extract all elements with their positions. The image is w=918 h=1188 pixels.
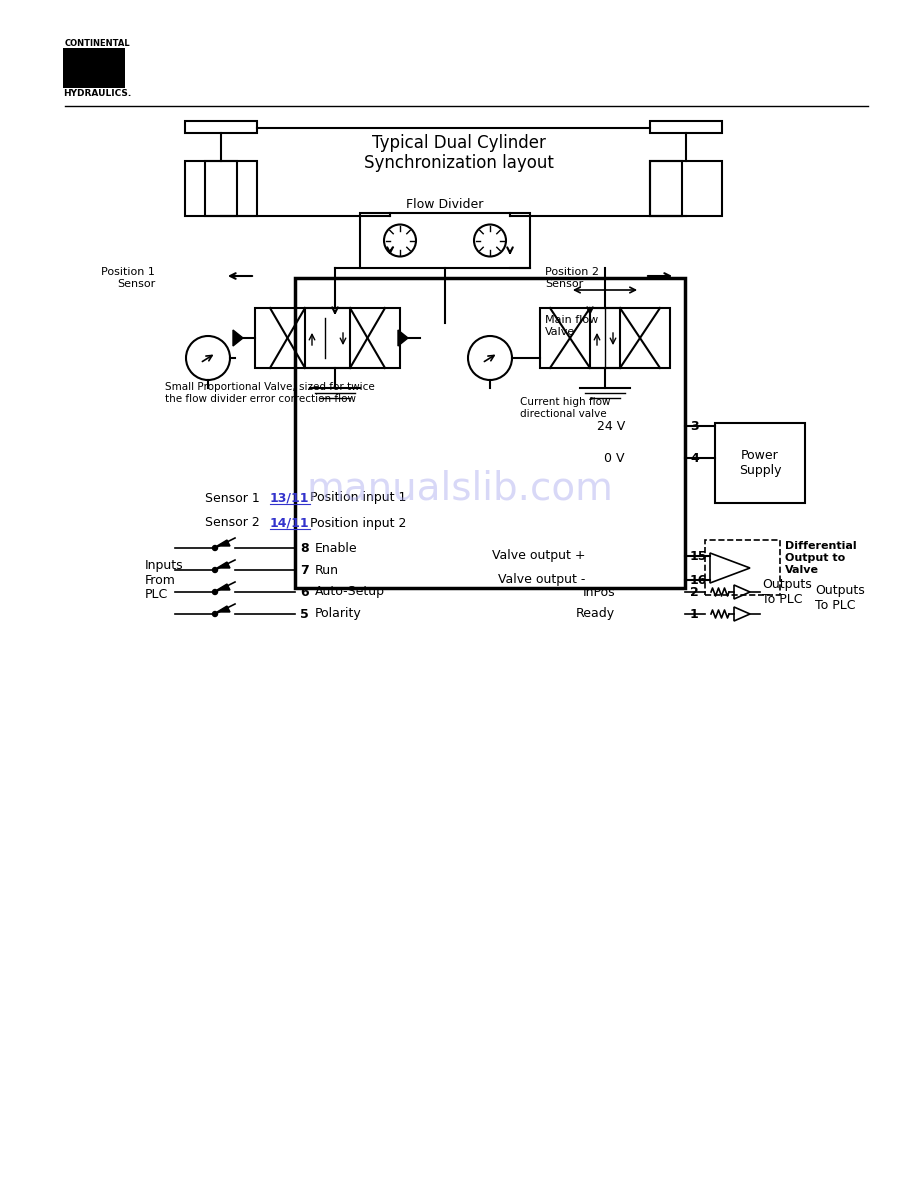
Text: CONTINENTAL: CONTINENTAL — [65, 38, 130, 48]
Polygon shape — [398, 330, 408, 346]
Polygon shape — [217, 584, 230, 590]
Text: Auto-Setup: Auto-Setup — [315, 586, 385, 599]
Bar — [650, 162, 682, 216]
Bar — [360, 213, 530, 268]
Bar — [590, 308, 620, 368]
Text: Sensor 1: Sensor 1 — [205, 492, 260, 505]
Text: 14/11: 14/11 — [270, 517, 309, 530]
Text: Valve output +: Valve output + — [491, 550, 585, 562]
Text: Outputs
To PLC: Outputs To PLC — [762, 579, 812, 606]
Text: 8: 8 — [300, 542, 308, 555]
Text: 13/11: 13/11 — [270, 492, 309, 505]
Text: Position input 2: Position input 2 — [310, 517, 407, 530]
Polygon shape — [217, 562, 230, 568]
Text: 1: 1 — [690, 607, 699, 620]
Text: 16: 16 — [690, 574, 708, 587]
Bar — [205, 162, 237, 216]
Text: 6: 6 — [300, 586, 308, 599]
Polygon shape — [217, 606, 230, 612]
Text: manualslib.com: manualslib.com — [307, 469, 613, 507]
Text: InPos: InPos — [582, 586, 615, 599]
Text: Enable: Enable — [315, 542, 358, 555]
Bar — [185, 162, 257, 216]
Text: 4: 4 — [690, 451, 699, 465]
Text: Position 2
Sensor: Position 2 Sensor — [545, 267, 599, 289]
Text: Run: Run — [315, 563, 339, 576]
Bar — [185, 121, 257, 133]
Text: HYDRAULICS.: HYDRAULICS. — [63, 88, 131, 97]
Text: Current high flow
directional valve: Current high flow directional valve — [520, 397, 610, 419]
Text: Valve output -: Valve output - — [498, 574, 585, 587]
Text: 15: 15 — [690, 550, 708, 562]
Text: 3: 3 — [690, 419, 699, 432]
Polygon shape — [233, 330, 243, 346]
Text: Typical Dual Cylinder
Synchronization layout: Typical Dual Cylinder Synchronization la… — [364, 133, 554, 172]
Circle shape — [212, 568, 218, 573]
Polygon shape — [217, 541, 230, 546]
Bar — [715, 423, 805, 503]
Circle shape — [212, 589, 218, 594]
Bar — [295, 278, 685, 588]
Bar — [63, 48, 125, 88]
Text: 2: 2 — [690, 586, 699, 599]
Text: Small Proportional Valve, sized for twice
the flow divider error correction flow: Small Proportional Valve, sized for twic… — [165, 383, 375, 404]
Text: Sensor 2: Sensor 2 — [205, 517, 260, 530]
Text: Position 1
Sensor: Position 1 Sensor — [101, 267, 155, 289]
Text: Power
Supply: Power Supply — [739, 449, 781, 478]
Circle shape — [212, 612, 218, 617]
Text: Inputs
From
PLC: Inputs From PLC — [145, 558, 184, 601]
Text: Differential
Output to
Valve: Differential Output to Valve — [785, 542, 856, 575]
Bar — [255, 308, 400, 368]
Text: 0 V: 0 V — [604, 451, 625, 465]
Text: Outputs
To PLC: Outputs To PLC — [815, 584, 865, 612]
Circle shape — [212, 545, 218, 550]
Text: 5: 5 — [300, 607, 308, 620]
Bar — [305, 308, 350, 368]
Text: Position input 1: Position input 1 — [310, 492, 407, 505]
Bar — [540, 308, 670, 368]
Bar — [650, 121, 722, 133]
Text: 24 V: 24 V — [597, 419, 625, 432]
Bar — [650, 162, 722, 216]
Text: Main flow
Valve: Main flow Valve — [545, 315, 599, 337]
Text: Ready: Ready — [576, 607, 615, 620]
Text: Polarity: Polarity — [315, 607, 362, 620]
Text: 7: 7 — [300, 563, 308, 576]
Text: Flow Divider: Flow Divider — [407, 198, 484, 211]
